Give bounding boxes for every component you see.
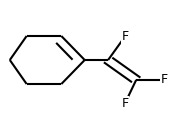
- Text: F: F: [121, 97, 128, 110]
- Text: F: F: [161, 73, 168, 86]
- Text: F: F: [121, 30, 128, 43]
